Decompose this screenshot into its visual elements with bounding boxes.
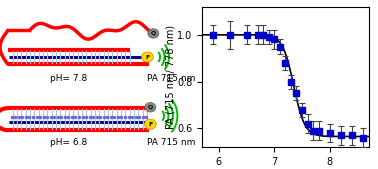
Circle shape	[141, 52, 153, 62]
Text: PA 715 nm: PA 715 nm	[147, 74, 195, 82]
Text: pH= 6.8: pH= 6.8	[50, 138, 87, 147]
Text: Q: Q	[151, 31, 156, 36]
Text: Q: Q	[148, 105, 153, 110]
Text: pH= 7.8: pH= 7.8	[50, 74, 87, 82]
Text: F: F	[145, 55, 150, 59]
Y-axis label: PA (715 nm/ 778 nm): PA (715 nm/ 778 nm)	[166, 25, 176, 129]
Text: F: F	[148, 122, 152, 127]
Text: PA 715 nm: PA 715 nm	[147, 138, 195, 147]
Circle shape	[148, 29, 159, 38]
Circle shape	[145, 103, 156, 112]
Circle shape	[144, 119, 156, 129]
